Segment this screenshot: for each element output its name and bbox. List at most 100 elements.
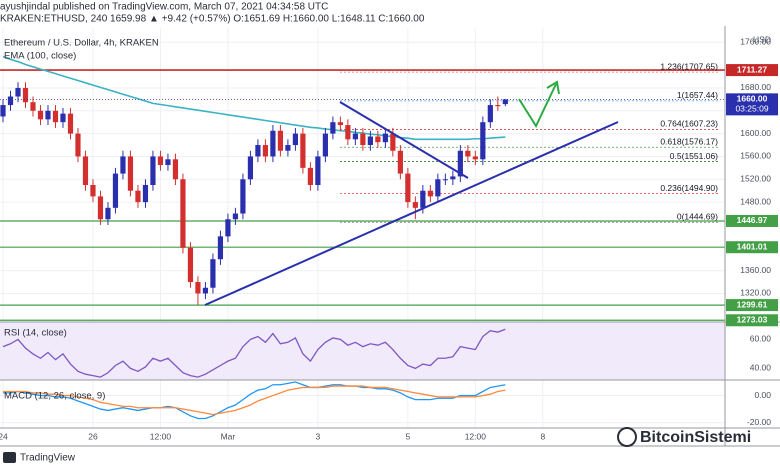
candle-body xyxy=(75,133,81,157)
candle-body xyxy=(112,173,119,208)
candle-body xyxy=(375,136,381,143)
price-tag xyxy=(726,64,778,77)
candle-body xyxy=(502,99,508,105)
rsi-band xyxy=(0,322,725,380)
candle-body xyxy=(457,150,463,177)
fib-label: 0.764(1607.23) xyxy=(660,119,718,129)
candle-body xyxy=(495,105,501,107)
plot-layer xyxy=(0,55,725,420)
y-tick-label: 1360.00 xyxy=(740,265,771,275)
brand-logo xyxy=(3,452,16,463)
candle-body xyxy=(277,130,284,151)
candle-body xyxy=(172,159,179,180)
candle-body xyxy=(187,247,194,283)
candle-body xyxy=(450,176,456,180)
candle-body xyxy=(232,213,239,220)
watermark-logo xyxy=(617,427,637,447)
candle-body xyxy=(472,156,478,160)
fib-label: 0.236(1494.90) xyxy=(660,183,718,193)
brand-name: TradingView xyxy=(20,453,76,464)
candle-body xyxy=(397,150,403,174)
candle-body xyxy=(195,282,201,294)
candle-body xyxy=(120,156,126,174)
candle-body xyxy=(135,190,141,203)
candle-body xyxy=(15,87,21,97)
candle-body xyxy=(45,110,51,120)
x-tick-label: 12:00 xyxy=(465,431,487,441)
candle-body xyxy=(247,156,254,180)
candle-body xyxy=(217,236,224,260)
candle-body xyxy=(165,159,171,166)
candle-body xyxy=(157,156,164,166)
candle-body xyxy=(180,179,186,248)
arrow-head xyxy=(546,80,560,95)
candle-body xyxy=(97,196,104,220)
price-tag xyxy=(726,299,778,312)
indicator-line xyxy=(2,385,506,416)
indicator-line xyxy=(2,328,506,378)
projection-arrow xyxy=(518,83,557,129)
fib-label: 0.5(1551.06) xyxy=(670,151,718,161)
candle-body xyxy=(67,113,74,134)
label-layer: 1760.001680.001640.001600.001560.001520.… xyxy=(0,37,778,441)
y-tick-label: 1480.00 xyxy=(740,196,771,206)
candle-body xyxy=(127,156,134,191)
candle-body xyxy=(330,122,336,134)
price-tag xyxy=(726,241,778,254)
candle-body xyxy=(270,130,276,157)
price-tag-label: 1299.61 xyxy=(737,299,768,309)
last-price-label: 1660.00 xyxy=(737,94,768,104)
candle-body xyxy=(22,87,29,103)
y-tick-label: 60.00 xyxy=(750,334,772,344)
y-tick-label: 1600.00 xyxy=(740,128,771,138)
candle-body xyxy=(225,219,231,237)
candle-body xyxy=(337,122,343,126)
x-tick-label: Mar xyxy=(221,431,236,441)
panel-title: MACD (12, 26, close, 9) xyxy=(4,391,105,402)
x-tick-label: 8 xyxy=(540,431,545,441)
y-tick-label: 1320.00 xyxy=(740,288,771,298)
candle-body xyxy=(142,184,149,203)
bar-countdown: 03:25:09 xyxy=(735,104,768,114)
candle-body xyxy=(405,173,411,203)
candle-body xyxy=(442,179,448,181)
price-tag-label: 1273.03 xyxy=(737,315,768,325)
price-tag-label: 1401.01 xyxy=(737,241,768,251)
candle-body xyxy=(480,122,486,160)
trend-line xyxy=(339,101,469,179)
candle-body xyxy=(390,133,396,151)
candle-body xyxy=(30,102,36,111)
candle-body xyxy=(60,113,66,123)
candle-body xyxy=(292,133,298,146)
candle-body xyxy=(262,145,269,157)
candle-body xyxy=(37,110,44,120)
x-tick-label: 3 xyxy=(316,431,321,441)
candle-body xyxy=(90,184,96,197)
price-tag-label: 1446.97 xyxy=(737,215,768,225)
fib-label: 1.236(1707.65) xyxy=(660,61,718,71)
candle-body xyxy=(210,259,216,288)
price-tag-label: 1711.27 xyxy=(737,64,768,74)
price-tag xyxy=(726,314,778,327)
candle-body xyxy=(202,287,209,294)
candle-body xyxy=(427,190,433,197)
candle-body xyxy=(487,105,493,123)
watermark: BitcoinSistemi xyxy=(640,429,751,446)
candle-body xyxy=(82,156,89,185)
candle-body xyxy=(150,156,156,185)
y-tick-label: -20.00 xyxy=(747,417,771,427)
candle-body xyxy=(360,133,366,146)
candle-body xyxy=(412,202,418,208)
candle-body xyxy=(307,167,313,185)
candle-body xyxy=(382,133,388,143)
chart-title: Ethereum / U.S. Dollar, 4h, KRAKEN xyxy=(4,38,159,49)
candle-body xyxy=(315,156,321,185)
candle-body xyxy=(7,96,14,106)
candle-body xyxy=(367,136,373,146)
x-tick-label: 24 xyxy=(0,431,8,441)
candle-body xyxy=(322,133,328,157)
candle-body xyxy=(345,125,351,140)
last-price-tag xyxy=(726,93,778,116)
